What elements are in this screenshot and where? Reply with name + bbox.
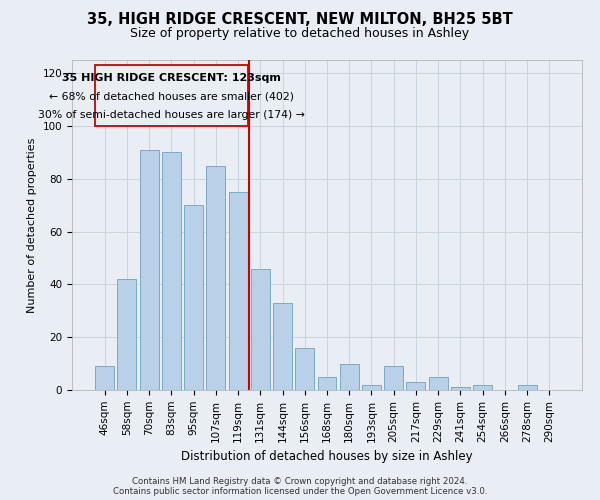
Bar: [429, 377, 448, 390]
Bar: [295, 348, 314, 390]
Bar: [140, 150, 158, 390]
Bar: [118, 279, 136, 390]
Bar: [184, 205, 203, 390]
Bar: [317, 377, 337, 390]
Bar: [406, 382, 425, 390]
Text: Contains public sector information licensed under the Open Government Licence v3: Contains public sector information licen…: [113, 487, 487, 496]
Bar: [251, 268, 270, 390]
Bar: [95, 366, 114, 390]
Bar: [384, 366, 403, 390]
FancyBboxPatch shape: [95, 66, 248, 126]
Text: 30% of semi-detached houses are larger (174) →: 30% of semi-detached houses are larger (…: [38, 110, 305, 120]
Y-axis label: Number of detached properties: Number of detached properties: [27, 138, 37, 312]
Bar: [340, 364, 359, 390]
Bar: [473, 384, 492, 390]
Text: 35, HIGH RIDGE CRESCENT, NEW MILTON, BH25 5BT: 35, HIGH RIDGE CRESCENT, NEW MILTON, BH2…: [87, 12, 513, 28]
Text: 35 HIGH RIDGE CRESCENT: 123sqm: 35 HIGH RIDGE CRESCENT: 123sqm: [62, 73, 281, 83]
Bar: [206, 166, 225, 390]
Bar: [229, 192, 248, 390]
Bar: [362, 384, 381, 390]
Text: Size of property relative to detached houses in Ashley: Size of property relative to detached ho…: [130, 28, 470, 40]
Text: Contains HM Land Registry data © Crown copyright and database right 2024.: Contains HM Land Registry data © Crown c…: [132, 477, 468, 486]
X-axis label: Distribution of detached houses by size in Ashley: Distribution of detached houses by size …: [181, 450, 473, 463]
Text: ← 68% of detached houses are smaller (402): ← 68% of detached houses are smaller (40…: [49, 92, 294, 102]
Bar: [518, 384, 536, 390]
Bar: [273, 303, 292, 390]
Bar: [451, 388, 470, 390]
Bar: [162, 152, 181, 390]
